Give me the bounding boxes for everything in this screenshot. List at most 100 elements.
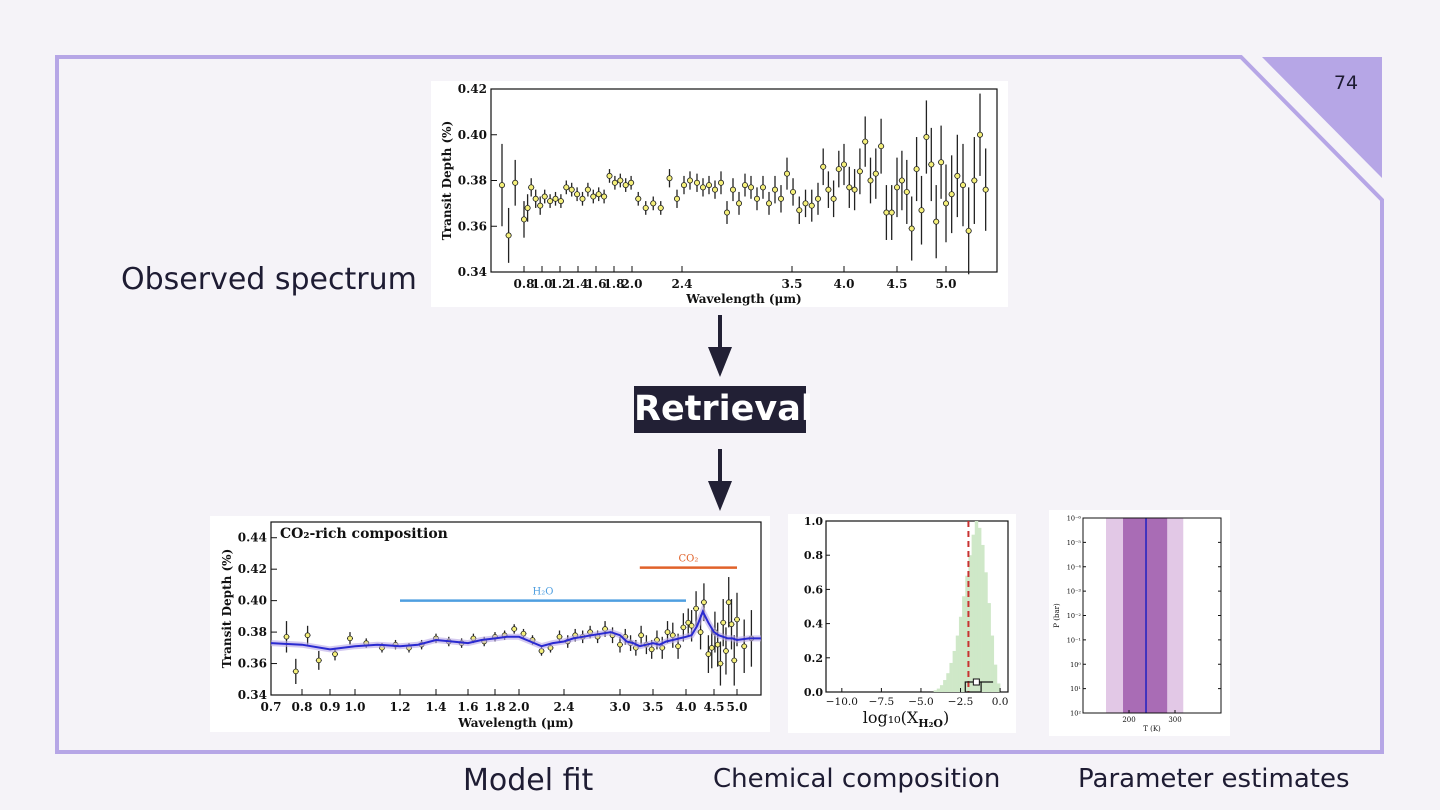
- data-point: [971, 177, 978, 184]
- data-point: [872, 170, 879, 177]
- data-point: [557, 198, 564, 205]
- x-tick-label: 1.4: [568, 277, 589, 291]
- data-point: [347, 635, 353, 642]
- data-point: [642, 204, 649, 211]
- data-point: [908, 225, 915, 232]
- y-tick-label: 0.40: [238, 594, 267, 608]
- data-point: [528, 184, 535, 191]
- data-point: [332, 651, 338, 657]
- data-point: [747, 184, 754, 191]
- data-point: [717, 660, 724, 667]
- data-point: [611, 179, 618, 186]
- x-tick-label: 4.5: [887, 277, 908, 291]
- data-point: [735, 200, 742, 207]
- histogram-bar: [990, 635, 995, 692]
- y-tick-label: 1.0: [804, 515, 823, 528]
- data-point: [568, 186, 575, 193]
- histogram-bar: [939, 685, 944, 692]
- data-point: [893, 184, 900, 191]
- model-fit-chart: 0.34 0.36 0.38 0.40 0.42 0.44 0.7 0.8 0.9 1.0 1.2 1…: [210, 516, 770, 732]
- data-point: [283, 634, 290, 640]
- x-tick-label: −2.5: [948, 696, 974, 708]
- x-axis-label: log₁₀(XH₂O): [863, 708, 950, 730]
- data-point: [825, 186, 832, 193]
- y-tick-label: 0.42: [238, 562, 267, 576]
- data-point: [686, 177, 693, 184]
- x-tick-label: 2.0: [622, 277, 643, 291]
- data-point: [563, 184, 570, 191]
- x-tick-label: 1.0: [532, 277, 553, 291]
- data-point: [673, 195, 680, 202]
- data-point: [790, 188, 797, 195]
- x-tick-label: 300: [1168, 716, 1181, 724]
- x-tick-label: 3.5: [643, 700, 664, 714]
- data-point: [499, 182, 506, 189]
- data-point: [524, 204, 531, 211]
- data-point: [714, 641, 721, 648]
- data-point: [753, 195, 760, 202]
- data-point: [820, 163, 827, 170]
- chart-title: CO₂-rich composition: [280, 526, 448, 542]
- data-point: [701, 599, 707, 606]
- data-point: [728, 621, 735, 628]
- data-point: [666, 175, 673, 182]
- x-tick-label: 4.5: [704, 700, 725, 714]
- plot-frame: [825, 520, 1009, 693]
- data-point: [846, 184, 853, 191]
- y-tick-label: 0.36: [238, 657, 267, 671]
- data-point: [316, 657, 322, 664]
- y-tick-label: 0.36: [458, 219, 487, 233]
- x-tick-label: 1.2: [550, 277, 571, 291]
- data-point: [584, 186, 591, 193]
- data-point: [717, 179, 724, 186]
- x-tick-label: 0.9: [320, 700, 341, 714]
- data-point: [552, 195, 559, 202]
- data-point: [903, 188, 910, 195]
- data-point: [648, 646, 655, 653]
- data-point: [731, 657, 738, 664]
- histogram-bar: [943, 680, 947, 692]
- data-point: [617, 177, 624, 184]
- data-point: [948, 191, 955, 198]
- x-axis-label: Wavelength (μm): [685, 292, 801, 306]
- data-point: [675, 643, 681, 650]
- x-tick-label: 2.4: [672, 277, 693, 291]
- y-axis-label: P (bar): [1053, 603, 1061, 628]
- inner-band: [1123, 518, 1168, 713]
- histogram-bar: [971, 534, 976, 692]
- x-axis-label: T (K): [1143, 725, 1161, 733]
- data-point: [977, 131, 984, 138]
- data-point: [697, 629, 704, 635]
- data-point: [693, 605, 699, 612]
- marker: [972, 678, 980, 686]
- histogram-bar: [965, 575, 969, 692]
- histogram-bar: [936, 688, 941, 692]
- histogram-bar: [955, 635, 960, 692]
- corner-tab: [1262, 57, 1382, 178]
- data-point: [796, 207, 803, 214]
- parameter-estimates-chart: 10⁻⁶ 10⁻⁵ 10⁻⁴ 10⁻³ 10⁻² 10⁻¹ 10⁰ 10¹ 10² 200 300 T…: [1049, 510, 1230, 736]
- y-axis-label: Transit Depth (%): [220, 549, 234, 669]
- model-fit-label: Model fit: [463, 763, 594, 798]
- y-tick-label: 0.34: [458, 265, 487, 279]
- y-tick-label: 0.38: [238, 625, 267, 639]
- x-tick-label: 2.0: [509, 700, 530, 714]
- model-fit-svg: 0.34 0.36 0.38 0.40 0.42 0.44 0.7 0.8 0.9 1.0 1.2 1…: [220, 521, 762, 730]
- observed-spectrum-label: Observed spectrum: [121, 262, 417, 297]
- data-point: [532, 195, 539, 202]
- y-tick-label: 10⁻⁵: [1067, 539, 1082, 547]
- data-point: [729, 186, 736, 193]
- data-point: [918, 207, 925, 214]
- data-point: [512, 179, 519, 186]
- x-tick-label: 0.8: [514, 277, 535, 291]
- data-point: [711, 186, 718, 193]
- data-point: [574, 191, 581, 198]
- histogram-bar: [974, 521, 979, 692]
- histogram-bar: [962, 596, 966, 692]
- data-point: [511, 626, 518, 632]
- histogram-bar: [946, 673, 950, 692]
- data-point: [814, 195, 821, 202]
- x-tick-label: 1.8: [485, 700, 506, 714]
- data-point: [705, 651, 712, 657]
